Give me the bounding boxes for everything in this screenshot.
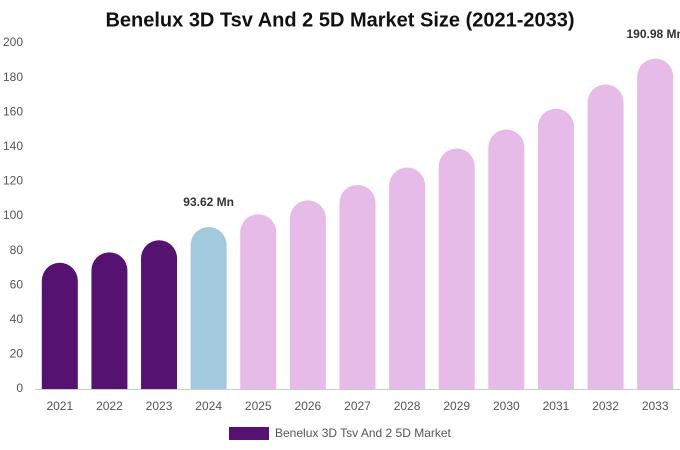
x-tick-label: 2026 [295,399,322,413]
y-tick-label: 0 [16,381,23,395]
bar [91,252,128,389]
y-tick-label: 20 [10,347,24,361]
value-label: 190.98 Mn [627,27,680,41]
bar [41,262,78,389]
x-tick-label: 2024 [195,399,222,413]
bar [141,240,178,389]
x-tick-label: 2027 [344,399,371,413]
x-tick-label: 2032 [592,399,619,413]
y-tick-label: 180 [3,70,23,84]
bar [637,58,674,389]
bar [339,184,376,389]
x-tick-label: 2033 [642,399,669,413]
y-tick-label: 40 [10,312,24,326]
x-tick-label: 2030 [493,399,520,413]
y-tick-label: 80 [10,243,24,257]
y-tick-label: 60 [10,277,24,291]
x-tick-label: 2028 [394,399,421,413]
x-tick-label: 2022 [96,399,123,413]
bar [389,167,426,389]
y-tick-label: 120 [3,174,23,188]
bar [488,129,525,390]
legend-label: Benelux 3D Tsv And 2 5D Market [275,426,452,440]
bar [438,148,475,389]
bar [537,108,574,390]
x-tick-label: 2023 [146,399,173,413]
bar [587,84,624,390]
bar [190,227,227,389]
x-tick-label: 2029 [443,399,470,413]
y-tick-label: 200 [3,35,23,49]
y-tick-label: 140 [3,139,23,153]
chart-title: Benelux 3D Tsv And 2 5D Market Size (202… [105,9,574,31]
bar [240,214,277,389]
y-tick-label: 100 [3,208,23,222]
x-tick-label: 2031 [543,399,570,413]
bar [289,200,326,389]
legend-swatch [229,427,269,440]
value-label: 93.62 Mn [183,195,234,209]
y-tick-label: 160 [3,104,23,118]
x-tick-label: 2021 [46,399,73,413]
x-tick-label: 2025 [245,399,272,413]
